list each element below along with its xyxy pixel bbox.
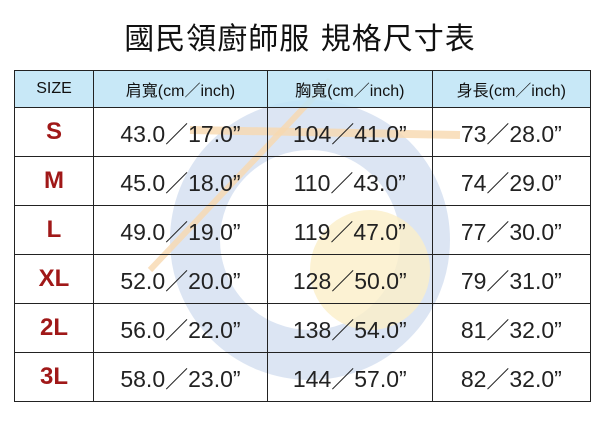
shoulder-cell: 52.0／20.0”	[93, 254, 268, 304]
size-cell: M	[14, 156, 94, 206]
length-cell: 82／32.0”	[431, 352, 592, 402]
length-cell: 79／31.0”	[431, 254, 592, 304]
page-title: 國民領廚師服 規格尺寸表	[124, 22, 476, 57]
length-cell: 77／30.0”	[431, 205, 592, 255]
table-row: 3L 58.0／23.0” 144／57.0” 82／32.0”	[14, 352, 592, 402]
table-row: XL 52.0／20.0” 128／50.0” 79／31.0”	[14, 254, 592, 304]
size-table: SIZE 肩寬(cm／inch) 胸寬(cm／inch) 身長(cm／inch)…	[14, 70, 592, 402]
table-row: 2L 56.0／22.0” 138／54.0” 81／32.0”	[14, 303, 592, 353]
shoulder-cell: 45.0／18.0”	[93, 156, 268, 206]
shoulder-cell: 49.0／19.0”	[93, 205, 268, 255]
length-cell: 73／28.0”	[431, 107, 592, 157]
shoulder-cell: 43.0／17.0”	[93, 107, 268, 157]
size-cell: 2L	[14, 303, 94, 353]
chest-cell: 128／50.0”	[266, 254, 433, 304]
table-row: M 45.0／18.0” 110／43.0” 74／29.0”	[14, 156, 592, 206]
size-cell: 3L	[14, 352, 94, 402]
size-cell: XL	[14, 254, 94, 304]
table-row: S 43.0／17.0” 104／41.0” 73／28.0”	[14, 107, 592, 157]
size-cell: S	[14, 107, 94, 157]
header-chest: 胸寬(cm／inch)	[266, 70, 433, 108]
shoulder-cell: 58.0／23.0”	[93, 352, 268, 402]
header-row: SIZE 肩寬(cm／inch) 胸寬(cm／inch) 身長(cm／inch)	[14, 70, 592, 108]
header-length: 身長(cm／inch)	[431, 70, 592, 108]
chest-cell: 119／47.0”	[266, 205, 433, 255]
header-shoulder: 肩寬(cm／inch)	[93, 70, 268, 108]
chest-cell: 138／54.0”	[266, 303, 433, 353]
table-row: L 49.0／19.0” 119／47.0” 77／30.0”	[14, 205, 592, 255]
length-cell: 81／32.0”	[431, 303, 592, 353]
length-cell: 74／29.0”	[431, 156, 592, 206]
chest-cell: 104／41.0”	[266, 107, 433, 157]
chest-cell: 110／43.0”	[266, 156, 433, 206]
header-size: SIZE	[14, 70, 94, 108]
chest-cell: 144／57.0”	[266, 352, 433, 402]
size-cell: L	[14, 205, 94, 255]
shoulder-cell: 56.0／22.0”	[93, 303, 268, 353]
